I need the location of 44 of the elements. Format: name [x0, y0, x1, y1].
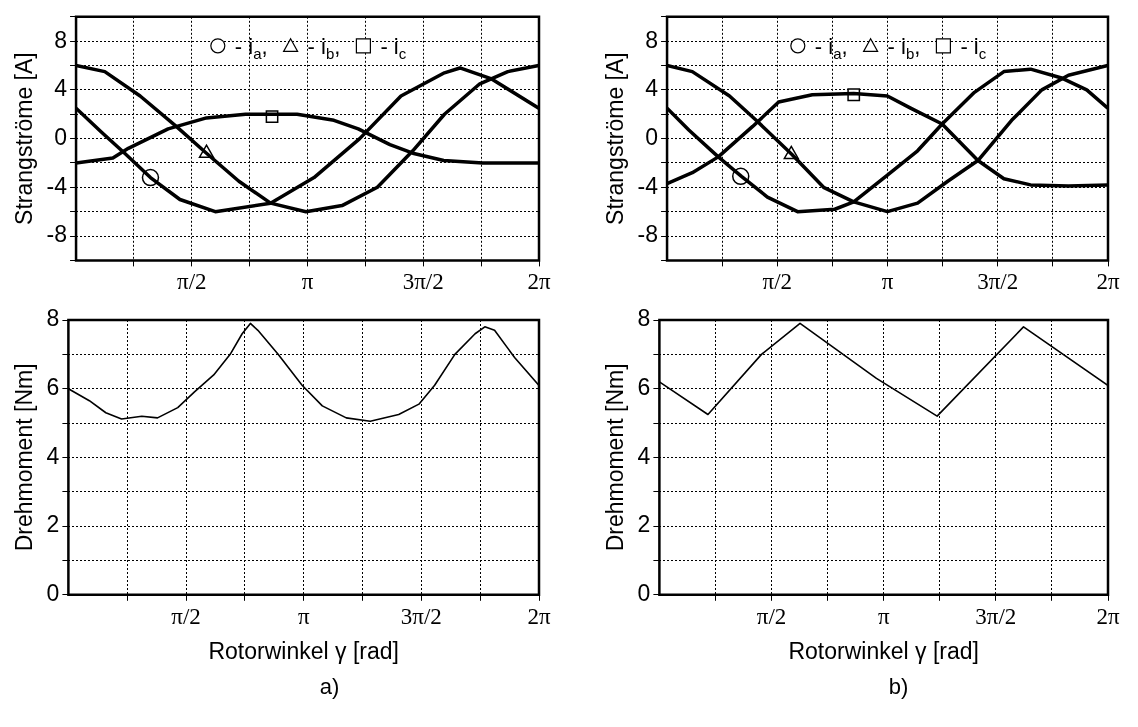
y-axis-title: Strangströme [A]	[602, 52, 629, 225]
y-tick-label: 8	[54, 26, 68, 53]
y-tick-label: -4	[46, 172, 68, 199]
x-tick-label: 3π/2	[977, 269, 1019, 295]
y-tick-label: -8	[637, 221, 659, 248]
text: a)	[318, 674, 341, 700]
y-tick-label: 8	[645, 26, 659, 53]
y-tick-label: 4	[637, 442, 651, 469]
y-tick-label: 4	[54, 75, 68, 102]
y-tick-label: 0	[46, 580, 60, 607]
y-tick-label: -8	[46, 221, 68, 248]
x-tick-label: 2π	[1096, 603, 1120, 629]
y-tick-label: -4	[637, 172, 659, 199]
y-tick-label: 6	[637, 374, 651, 401]
y-tick-label: 0	[645, 123, 659, 150]
text: b)	[887, 674, 910, 700]
x-tick-label: π	[877, 603, 890, 629]
y-tick-label: 8	[637, 305, 651, 332]
y-tick-label: 4	[645, 75, 659, 102]
x-tick-label: 2π	[527, 269, 551, 295]
x-tick-label: π/2	[762, 269, 793, 295]
y-tick-label: 2	[46, 511, 60, 538]
x-tick-label: π	[301, 269, 314, 295]
y-tick-label: 6	[46, 374, 60, 401]
y-axis-title: Drehmoment [Nm]	[11, 363, 38, 552]
x-tick-label: π	[881, 269, 894, 295]
y-axis-title: Strangströme [A]	[11, 52, 38, 225]
x-tick-label: 3π/2	[402, 269, 444, 295]
x-axis-title: Rotorwinkel γ [rad]	[208, 637, 399, 664]
y-tick-label: 2	[637, 511, 651, 538]
x-tick-label: 3π/2	[975, 603, 1017, 629]
x-tick-label: π/2	[756, 603, 787, 629]
y-tick-label: 4	[46, 442, 60, 469]
y-tick-label: 0	[637, 580, 651, 607]
x-tick-label: π/2	[177, 269, 207, 295]
x-tick-label: 3π/2	[400, 603, 442, 629]
y-tick-label: 8	[46, 305, 60, 332]
x-tick-label: π/2	[171, 603, 201, 629]
x-tick-label: 2π	[527, 603, 551, 629]
y-axis-title: Drehmoment [Nm]	[602, 363, 629, 552]
x-tick-label: π	[297, 603, 310, 629]
x-tick-label: 2π	[1096, 269, 1120, 295]
y-tick-label: 0	[54, 123, 68, 150]
x-axis-title: Rotorwinkel γ [rad]	[788, 637, 979, 664]
